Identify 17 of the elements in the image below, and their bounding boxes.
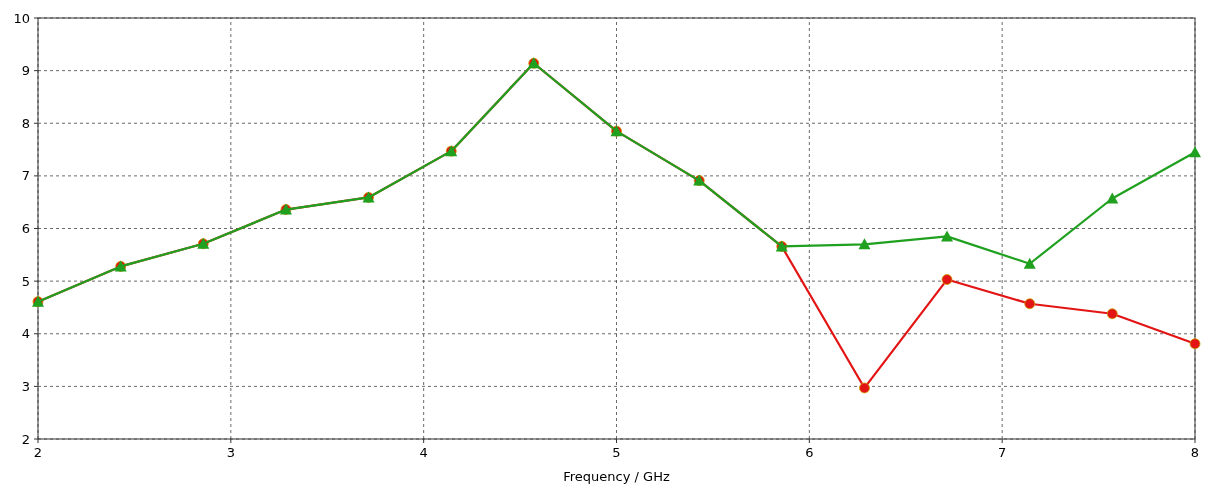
y-tick-label: 2 xyxy=(21,431,30,447)
x-tick-label: 2 xyxy=(33,445,43,460)
y-tick-label: 4 xyxy=(21,326,30,342)
y-tick-label: 5 xyxy=(21,273,30,289)
x-tick-label: 4 xyxy=(419,445,428,460)
y-tick-label: 10 xyxy=(13,10,30,26)
x-tick-label: 5 xyxy=(612,445,621,460)
x-tick-label: 6 xyxy=(805,445,814,460)
y-tick-label: 8 xyxy=(21,115,30,131)
x-tick-label: 7 xyxy=(998,445,1007,460)
y-tick-label: 9 xyxy=(21,63,30,79)
x-tick-label: 3 xyxy=(226,445,235,460)
y-tick-label: 7 xyxy=(21,168,30,184)
x-tick-label: 8 xyxy=(1190,445,1200,460)
y-tick-label: 6 xyxy=(21,221,30,237)
y-tick-label: 3 xyxy=(21,378,30,394)
x-axis-title: Frequency / GHz xyxy=(563,469,670,484)
